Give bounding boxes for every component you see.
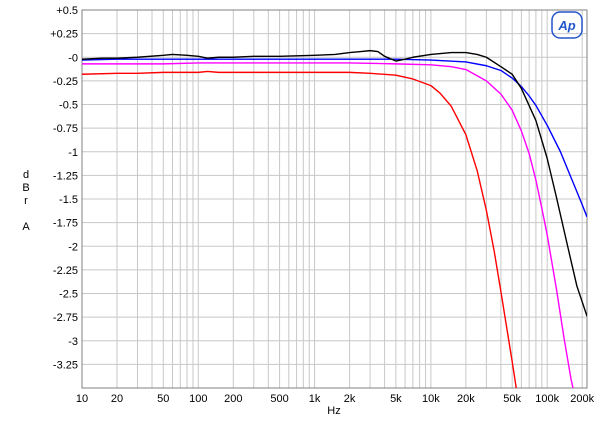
y-tick-label: -2.75 (53, 312, 78, 324)
y-tick-label: -1.25 (53, 170, 78, 182)
x-tick-label: 50k (503, 393, 521, 405)
y-tick-label: -0 (68, 52, 78, 64)
x-tick-label: 100k (535, 393, 559, 405)
y-tick-label: -1.5 (59, 194, 78, 206)
y-tick-label: -2.5 (59, 289, 78, 301)
y-axis-label-line: A (22, 221, 30, 233)
ap-logo-text: Ap (557, 18, 575, 33)
x-tick-label: 5k (390, 393, 402, 405)
ap-logo: Ap (551, 11, 583, 39)
x-tick-label: 1k (309, 393, 321, 405)
x-tick-label: 10 (76, 393, 88, 405)
plot-border (81, 9, 588, 389)
y-tick-label: -0.25 (53, 76, 78, 88)
series-line (82, 58, 587, 218)
y-tick-label: -0.5 (59, 100, 78, 112)
y-axis-label-line: r (24, 195, 28, 207)
y-tick-label: +0.5 (56, 5, 78, 17)
x-tick-label: 2k (344, 393, 356, 405)
x-tick-label: 200k (570, 393, 594, 405)
y-tick-label: -2.25 (53, 265, 78, 277)
series-line (82, 70, 517, 388)
y-tick-label: -3.25 (53, 359, 78, 371)
x-tick-labels: 10 20 50 100 200 500 1k 2k 5k 10k 20k 50k 100k 200k (76, 393, 595, 405)
y-tick-label: -1.75 (53, 218, 78, 230)
y-axis-label-line: d (23, 169, 29, 181)
series-line (82, 62, 574, 388)
y-axis-label-line: B (22, 182, 29, 194)
x-tick-label: 20k (457, 393, 475, 405)
x-tick-label: 10k (422, 393, 440, 405)
series-layer (82, 49, 587, 388)
y-tick-label: -2 (68, 241, 78, 253)
x-tick-label: 500 (270, 393, 288, 405)
y-tick-label: -3 (68, 336, 78, 348)
y-tick-labels: +0.5 +0.25 -0 -0.25 -0.5 -0.75 -1 -1.25 -1.5 -1.7… (50, 5, 78, 371)
x-tick-label: 200 (224, 393, 242, 405)
y-tick-label: +0.25 (50, 29, 78, 41)
x-tick-label: 50 (157, 393, 169, 405)
x-tick-label: 100 (189, 393, 207, 405)
x-axis-label: Hz (327, 405, 340, 417)
y-tick-label: -1 (68, 147, 78, 159)
series-line (82, 49, 587, 317)
x-tick-label: 20 (111, 393, 123, 405)
y-tick-label: -0.75 (53, 123, 78, 135)
y-axis-label: d B r A (22, 169, 30, 233)
